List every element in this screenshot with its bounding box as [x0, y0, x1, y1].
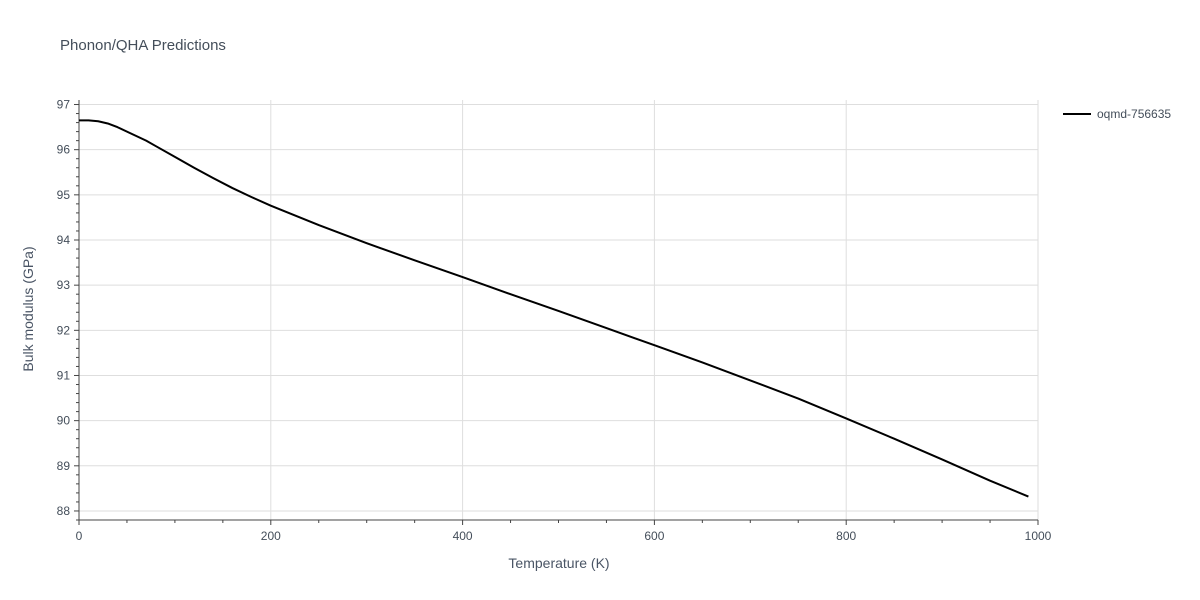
x-tick-label: 400: [453, 529, 473, 543]
y-tick-label: 92: [57, 323, 71, 337]
y-tick-label: 90: [57, 414, 71, 428]
legend-label-oqmd-756635: oqmd-756635: [1097, 107, 1171, 121]
x-axis-title: Temperature (K): [508, 555, 609, 571]
y-tick-label: 93: [57, 278, 71, 292]
tick-labels: 88 89 90 91 92 93 94 95 96 97 0 200 400 600 800 1000: [57, 98, 1052, 543]
x-tick-label: 0: [76, 529, 83, 543]
y-tick-label: 94: [57, 233, 71, 247]
chart-title: Phonon/QHA Predictions: [60, 37, 226, 54]
grid: [79, 100, 1039, 520]
y-axis-title: Bulk modulus (GPa): [20, 246, 36, 371]
legend[interactable]: oqmd-756635: [1063, 107, 1171, 121]
series-lines: [79, 119, 1029, 498]
x-tick-label: 800: [836, 529, 856, 543]
y-tick-label: 95: [57, 188, 71, 202]
y-tick-label: 97: [57, 98, 71, 112]
axes: [74, 100, 1039, 525]
x-tick-label: 1000: [1025, 529, 1052, 543]
y-tick-label: 88: [57, 504, 71, 518]
y-tick-label: 96: [57, 143, 71, 157]
series-line-oqmd-756635[interactable]: [79, 119, 1029, 498]
y-tick-label: 89: [57, 459, 71, 473]
x-tick-label: 600: [644, 529, 664, 543]
x-tick-label: 200: [261, 529, 281, 543]
y-tick-label: 91: [57, 368, 71, 382]
